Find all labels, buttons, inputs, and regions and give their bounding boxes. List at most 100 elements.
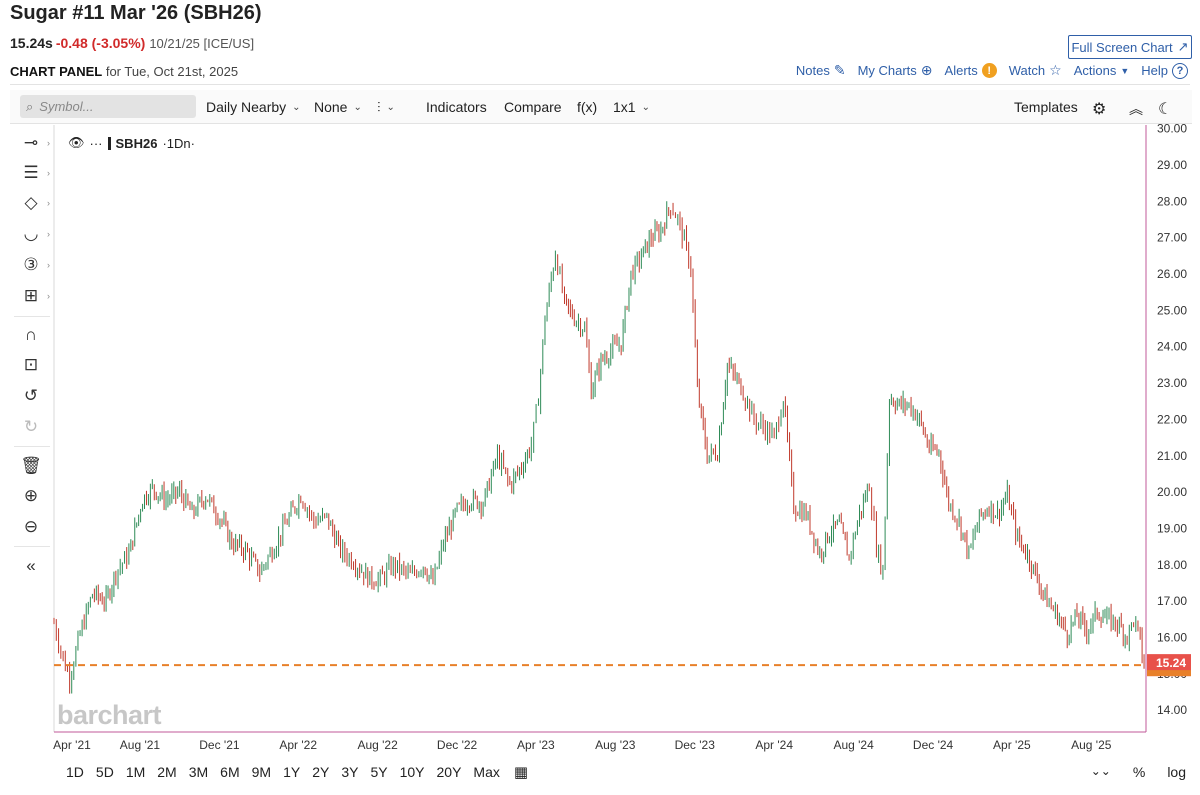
more-icon[interactable]: ··· <box>89 135 103 151</box>
chart-panel-caption: CHART PANEL for Tue, Oct 21st, 2025 <box>10 64 238 79</box>
y-tick-label: 29.00 <box>1157 158 1187 172</box>
magnet-button[interactable]: ∩ <box>10 322 52 348</box>
redo-button[interactable]: ↻ <box>10 414 52 440</box>
y-tick-label: 17.00 <box>1157 594 1187 608</box>
period-button-1m[interactable]: 1M <box>125 764 146 780</box>
y-tick-label: 26.00 <box>1157 267 1187 281</box>
period-button-1d[interactable]: 1D <box>66 764 84 780</box>
period-button-max[interactable]: Max <box>473 764 500 780</box>
aggregation-dropdown[interactable]: Daily Nearby ⌄ <box>206 99 301 115</box>
settings-button[interactable]: ⚙ <box>1092 99 1106 119</box>
period-button-10y[interactable]: 10Y <box>399 764 425 780</box>
period-button-2y[interactable]: 2Y <box>312 764 330 780</box>
period-button-3y[interactable]: 3Y <box>341 764 359 780</box>
collapse-panel-button[interactable]: « <box>10 553 52 579</box>
chart-legend: 👁 ··· SBH26 ·1Dn· <box>68 135 195 151</box>
log-scale-toggle[interactable]: log <box>1167 764 1186 780</box>
barchart-logo: barchart <box>57 700 162 730</box>
chevron-down-icon: ⌄ <box>292 101 301 113</box>
caret-down-icon: ▼ <box>1120 65 1130 76</box>
percent-scale-toggle[interactable]: % <box>1132 764 1146 780</box>
x-tick-label: Aug '25 <box>1071 738 1112 752</box>
help-link[interactable]: Help? <box>1141 62 1188 79</box>
zoom-in-button[interactable]: ⊕ <box>10 483 52 509</box>
compare-button[interactable]: Compare <box>504 99 562 115</box>
curve-tool-icon: ◡ <box>23 224 39 243</box>
x-tick-label: Aug '22 <box>357 738 398 752</box>
period-button-3m[interactable]: 3M <box>188 764 209 780</box>
magnet-icon: ∩ <box>24 325 38 344</box>
chevron-right-icon: › <box>47 198 50 208</box>
layout-dropdown[interactable]: 1x1 ⌄ <box>613 99 650 115</box>
help-icon: ? <box>1172 62 1188 79</box>
x-tick-label: Dec '23 <box>675 738 716 752</box>
x-tick-label: Apr '23 <box>517 738 555 752</box>
edit-note-icon: ✎ <box>833 62 846 78</box>
price-bars <box>53 201 1143 694</box>
chevron-right-icon: › <box>47 138 50 148</box>
full-screen-chart-button[interactable]: Full Screen Chart ↗ <box>1068 35 1192 59</box>
x-tick-label: Aug '21 <box>120 738 161 752</box>
y-tick-label: 16.00 <box>1157 630 1187 644</box>
watch-link[interactable]: Watch ☆ <box>1009 62 1062 79</box>
drawing-toolbar: ⊸ › ☰ › ◇ › ◡ › ③ › ⊞ › ∩ ⊡ ↺ ↻ 🗑 ⊕ ⊖ « <box>10 128 52 588</box>
alerts-link[interactable]: Alerts! <box>945 63 997 78</box>
toolbar-divider <box>14 446 50 447</box>
number-tool-button[interactable]: ③ › <box>10 252 52 278</box>
gear-icon: ⚙ <box>1092 101 1107 118</box>
indicators-label: Indicators <box>426 99 487 115</box>
chevron-down-icon: ⌄ <box>386 102 395 113</box>
zoom-out-icon: ⊖ <box>23 517 39 536</box>
moon-icon: ☾ <box>1158 101 1173 118</box>
period-button-9m[interactable]: 9M <box>251 764 272 780</box>
period-button-5y[interactable]: 5Y <box>370 764 388 780</box>
period-button-20y[interactable]: 20Y <box>436 764 462 780</box>
toolbar-divider <box>14 316 50 317</box>
add-circle-icon: ⊕ <box>920 62 933 78</box>
line-tool-button[interactable]: ⊸ › <box>10 130 52 156</box>
undo-button[interactable]: ↺ <box>10 383 52 409</box>
shape-tool-button[interactable]: ◇ › <box>10 190 52 216</box>
period-button-5d[interactable]: 5D <box>95 764 114 780</box>
chart-type-dropdown[interactable]: ⫶ ⌄ <box>377 99 395 116</box>
calendar-icon[interactable]: ▦ <box>513 764 529 781</box>
dark-mode-button[interactable]: ☾ <box>1158 99 1172 119</box>
full-screen-chart-label: Full Screen Chart <box>1071 39 1173 55</box>
overlay-dropdown[interactable]: None ⌄ <box>314 99 362 115</box>
my-charts-label: My Charts <box>857 63 917 78</box>
zoom-out-button[interactable]: ⊖ <box>10 514 52 540</box>
measure-tool-button[interactable]: ⊞ › <box>10 283 52 309</box>
lock-button[interactable]: ⊡ <box>10 352 52 378</box>
y-tick-label: 19.00 <box>1157 521 1187 535</box>
eye-icon[interactable]: 👁 <box>68 135 85 150</box>
indicators-button[interactable]: Indicators <box>426 99 487 115</box>
collapse-icon: « <box>26 556 36 575</box>
chevron-right-icon: › <box>47 291 50 301</box>
fx-label: f(x) <box>577 99 598 115</box>
series-color-swatch <box>107 136 111 150</box>
y-tick-label: 14.00 <box>1157 703 1187 717</box>
my-charts-link[interactable]: My Charts ⊕ <box>858 62 933 79</box>
delete-button[interactable]: 🗑 <box>10 453 52 479</box>
collapse-toolbar-button[interactable]: ︽ <box>1129 99 1143 119</box>
double-chevron-down-icon[interactable]: ⌄⌄ <box>1090 764 1111 778</box>
actions-menu[interactable]: Actions ▼ <box>1074 63 1130 78</box>
fib-tool-button[interactable]: ☰ › <box>10 160 52 186</box>
undo-icon: ↺ <box>23 386 39 405</box>
notes-link[interactable]: Notes ✎ <box>796 62 846 79</box>
last-price: 15.24s <box>10 35 53 51</box>
zoom-in-icon: ⊕ <box>23 486 39 505</box>
templates-button[interactable]: Templates <box>1014 99 1078 115</box>
curve-tool-button[interactable]: ◡ › <box>10 221 52 247</box>
price-change: -0.48 (-3.05%) <box>55 35 146 51</box>
fx-button[interactable]: f(x) <box>577 99 597 115</box>
y-tick-label: 23.00 <box>1157 376 1187 390</box>
symbol-search-input[interactable]: ⌕ Symbol... <box>20 95 196 118</box>
period-button-1y[interactable]: 1Y <box>283 764 301 780</box>
period-button-2m[interactable]: 2M <box>157 764 177 780</box>
period-button-6m[interactable]: 6M <box>220 764 240 780</box>
quote-line: 15.24s -0.48 (-3.05%) 10/21/25 [ICE/US] <box>10 35 254 51</box>
y-tick-label: 25.00 <box>1157 303 1187 317</box>
